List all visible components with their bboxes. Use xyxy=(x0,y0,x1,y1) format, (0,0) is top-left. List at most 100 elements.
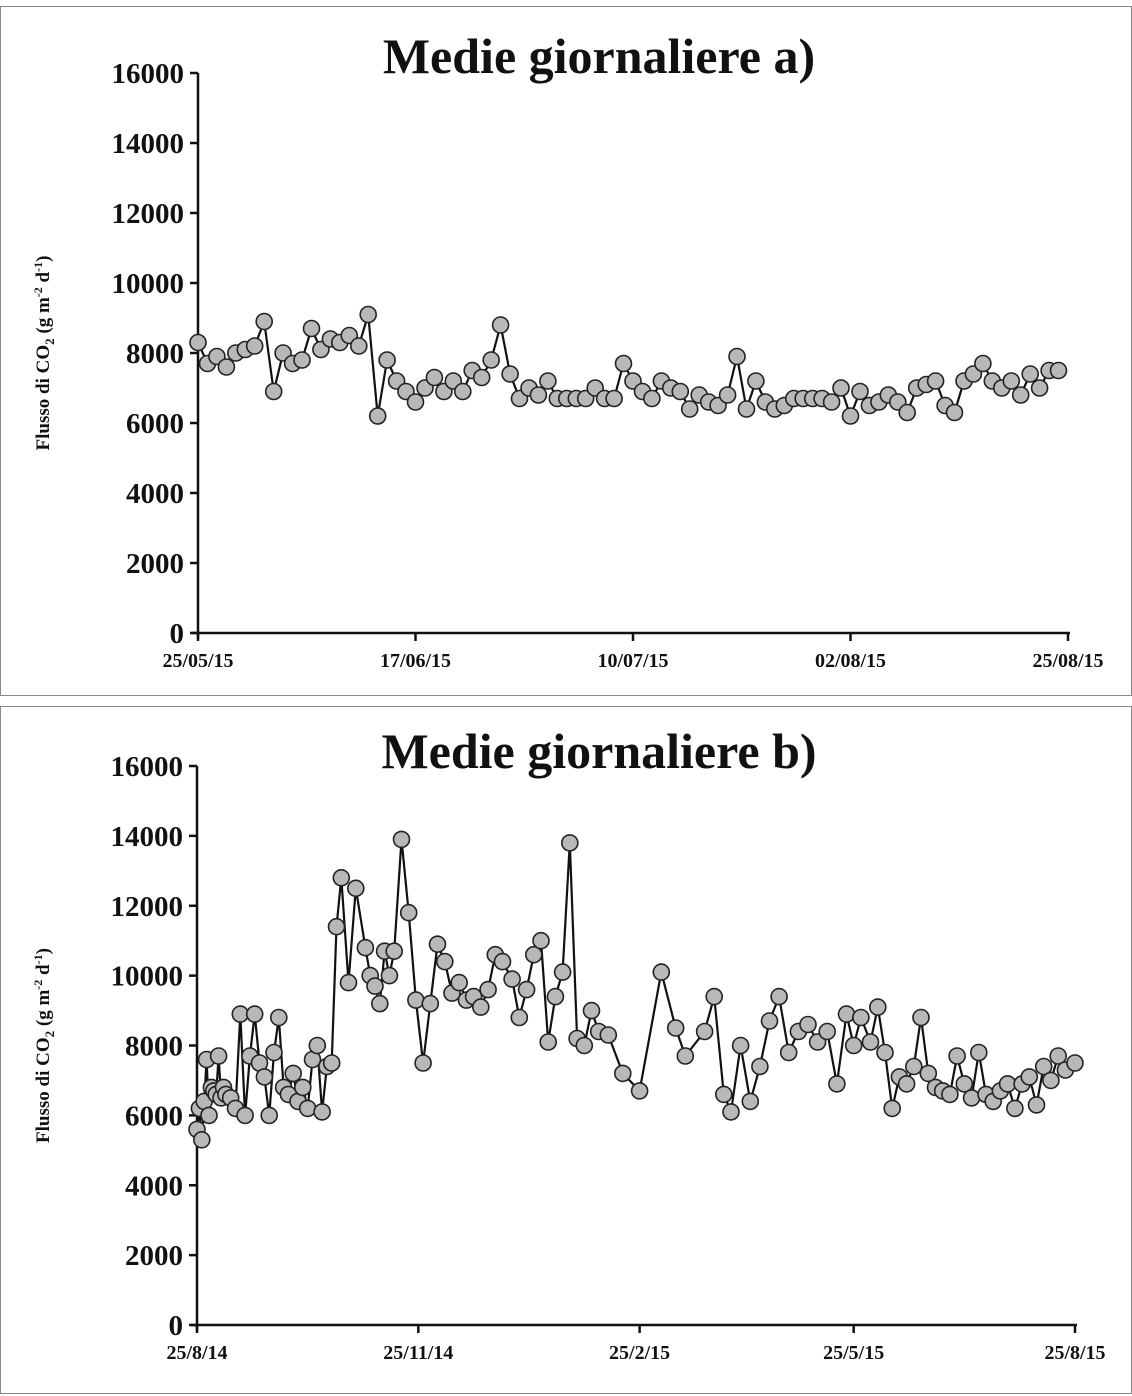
y-tick-label: 10000 xyxy=(111,961,184,993)
data-point xyxy=(741,1092,760,1111)
y-tick-label: 4000 xyxy=(126,478,184,510)
data-point xyxy=(265,1043,283,1062)
data-point xyxy=(822,393,841,411)
data-point xyxy=(731,1036,750,1055)
data-point xyxy=(666,1019,685,1037)
data-point xyxy=(818,1022,837,1041)
x-tick-label: 02/08/15 xyxy=(815,650,886,672)
y-tick-label: 8000 xyxy=(126,338,184,370)
data-point xyxy=(313,1103,331,1121)
data-point xyxy=(837,1005,856,1023)
data-point xyxy=(751,1057,769,1076)
data-point xyxy=(380,966,399,985)
y-axis-label: Flusso di CO2 (g m-2 d-1) xyxy=(31,948,57,1143)
y-tick-label: 16000 xyxy=(112,58,185,90)
data-point xyxy=(898,403,917,422)
data-point xyxy=(450,973,469,992)
data-point xyxy=(193,1130,211,1149)
data-point xyxy=(491,316,510,334)
data-point xyxy=(897,1075,916,1093)
data-point xyxy=(841,407,860,425)
data-point xyxy=(510,1008,529,1027)
data-point xyxy=(599,1026,618,1044)
x-tick-label: 25/8/14 xyxy=(166,1342,227,1364)
data-point xyxy=(428,935,447,953)
data-point xyxy=(529,386,548,404)
data-point xyxy=(630,1082,649,1100)
data-point xyxy=(407,991,425,1009)
data-point xyxy=(378,351,396,369)
y-tick-label: 6000 xyxy=(126,408,184,440)
data-point xyxy=(1049,1047,1067,1065)
data-point xyxy=(217,358,236,376)
data-point xyxy=(482,351,501,369)
data-point xyxy=(366,977,384,995)
data-point xyxy=(705,987,724,1006)
data-point xyxy=(189,333,207,352)
data-point xyxy=(912,1008,930,1027)
data-point xyxy=(582,1001,601,1020)
data-point xyxy=(346,879,365,898)
data-point xyxy=(245,337,264,355)
data-point xyxy=(553,963,572,981)
data-point xyxy=(425,368,444,387)
data-point xyxy=(1006,1099,1024,1118)
data-point xyxy=(948,1047,966,1065)
data-point xyxy=(969,1043,988,1062)
y-tick-label: 14000 xyxy=(112,128,185,160)
data-point xyxy=(269,1008,288,1027)
data-point xyxy=(779,1043,798,1062)
data-point xyxy=(718,386,737,404)
data-point xyxy=(539,372,557,390)
data-point xyxy=(421,994,440,1013)
chart-title: Medie giornaliere b) xyxy=(381,723,816,779)
data-point xyxy=(255,1068,274,1086)
chart-panel-a: Medie giornaliere a) Flusso di CO2 (g m-2… xyxy=(0,6,1132,696)
data-point xyxy=(861,1033,880,1051)
data-point xyxy=(264,382,283,401)
data-point xyxy=(832,379,850,397)
data-point xyxy=(760,1012,779,1030)
data-point xyxy=(1066,1054,1084,1072)
y-tick-label: 16000 xyxy=(111,751,184,783)
data-point xyxy=(302,319,321,338)
data-point xyxy=(532,931,550,950)
data-point xyxy=(539,1033,558,1051)
data-point xyxy=(200,1106,218,1125)
data-point xyxy=(868,998,887,1016)
data-point xyxy=(479,980,497,999)
data-point xyxy=(799,1015,817,1034)
data-point xyxy=(722,1103,740,1121)
data-point xyxy=(308,1036,327,1055)
data-point xyxy=(728,347,746,366)
data-point xyxy=(327,917,346,936)
chart-a-svg: Medie giornaliere a) Flusso di CO2 (g m-2… xyxy=(31,28,1104,672)
data-point xyxy=(770,987,788,1006)
data-point xyxy=(828,1075,846,1093)
chart-title: Medie giornaliere a) xyxy=(383,28,815,84)
data-point xyxy=(945,403,964,422)
data-point xyxy=(1027,1096,1046,1114)
data-point xyxy=(349,337,368,355)
data-point xyxy=(414,1054,432,1072)
data-point xyxy=(926,372,945,390)
y-tick-label: 4000 xyxy=(125,1170,183,1202)
data-point xyxy=(385,942,404,960)
x-tick-label: 25/05/15 xyxy=(162,650,233,672)
data-point xyxy=(356,938,375,957)
x-tick-label: 17/06/15 xyxy=(380,650,451,672)
data-point xyxy=(695,1022,714,1041)
data-point xyxy=(524,945,543,964)
data-point xyxy=(501,365,519,383)
data-point xyxy=(671,382,690,401)
data-point xyxy=(1020,1068,1039,1086)
x-tick-label: 25/5/15 xyxy=(823,1342,884,1364)
data-point xyxy=(851,382,869,401)
data-point xyxy=(435,952,454,971)
data-point xyxy=(322,1054,341,1072)
data-point xyxy=(955,1075,974,1093)
y-tick-label: 14000 xyxy=(111,821,184,853)
data-point xyxy=(370,994,389,1013)
data-point xyxy=(284,1064,303,1083)
data-point xyxy=(1042,1071,1060,1090)
